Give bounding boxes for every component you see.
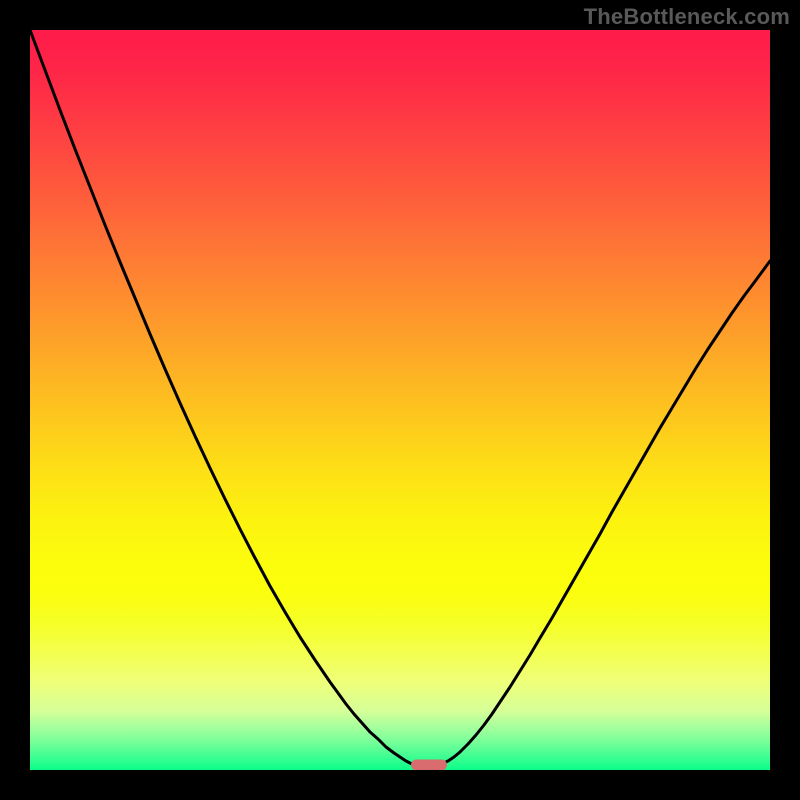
gradient-background (30, 30, 770, 770)
bottleneck-curve-chart (30, 30, 770, 770)
chart-frame: TheBottleneck.com (0, 0, 800, 800)
watermark-text: TheBottleneck.com (584, 4, 790, 30)
optimal-marker (411, 760, 447, 771)
plot-area (30, 30, 770, 770)
